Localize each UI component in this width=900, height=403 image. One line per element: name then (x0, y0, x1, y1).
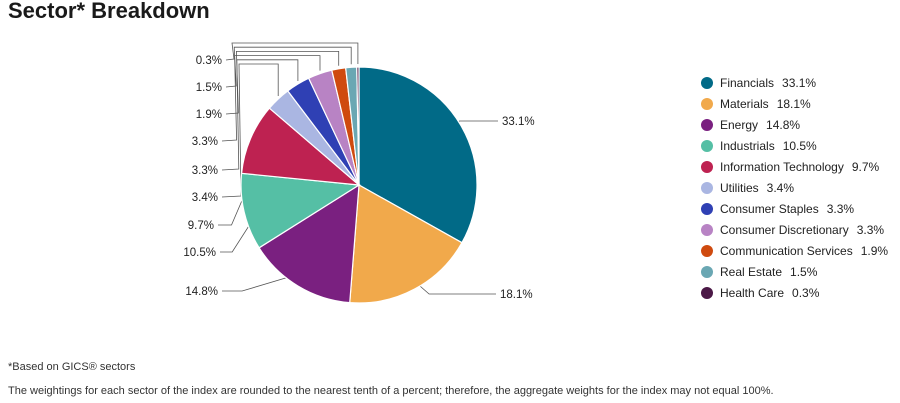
legend-swatch (701, 119, 713, 131)
slice-value-label-information-technology: 9.7% (188, 220, 214, 232)
legend-item-health-care: Health Care 0.3% (701, 286, 820, 300)
legend-swatch (701, 224, 713, 236)
legend-swatch (701, 245, 713, 257)
pie-slice-health-care (356, 66, 360, 186)
pie-slice-industrials (240, 172, 361, 249)
callout-line-utilities (221, 63, 279, 198)
callout-line-health-care (225, 42, 359, 64)
legend-label: Utilities 3.4% (720, 181, 794, 195)
legend-label: Information Technology 9.7% (720, 160, 880, 174)
pie-slice-labels: 33.1% 18.1% 14.8% 10.5% 9.7% 3.4% 3.3% 3.3% 1.9%… (183, 55, 534, 301)
legend-item-materials: Materials 18.1% (701, 97, 811, 111)
legend-item-consumer-discretionary: Consumer Discretionary 3.3% (701, 223, 884, 237)
legend-item-industrials: Industrials 10.5% (701, 139, 817, 153)
legend-swatch (701, 77, 713, 89)
slice-value-label-financials: 33.1% (502, 116, 535, 128)
legend-swatch (701, 266, 713, 278)
slice-value-label-consumer-staples: 3.3% (192, 165, 218, 177)
callout-line-real-estate (225, 46, 352, 88)
legend-item-information-technology: Information Technology 9.7% (701, 160, 880, 174)
slice-value-label-real-estate: 1.5% (196, 82, 222, 94)
slice-value-label-industrials: 10.5% (183, 247, 216, 259)
legend-swatch (701, 161, 713, 173)
slice-value-label-materials: 18.1% (500, 289, 533, 301)
legend-label: Financials 33.1% (720, 76, 816, 90)
legend-item-utilities: Utilities 3.4% (701, 181, 794, 195)
callout-line-energy (222, 271, 307, 292)
slice-value-label-utilities: 3.4% (192, 192, 218, 204)
legend-swatch (701, 287, 713, 299)
pie-slice-energy (258, 183, 360, 304)
legend-label: Communication Services 1.9% (720, 244, 888, 258)
slice-value-label-consumer-discretionary: 3.3% (192, 136, 218, 148)
legend-swatch (701, 203, 713, 215)
legend-item-real-estate: Real Estate 1.5% (701, 265, 818, 279)
callout-lines (218, 42, 498, 295)
legend-label: Materials 18.1% (720, 97, 811, 111)
callout-line-communication-services (225, 51, 340, 115)
slice-value-label-energy: 14.8% (185, 286, 218, 298)
legend-item-financials: Financials 33.1% (701, 76, 816, 90)
legend-label: Energy 14.8% (720, 118, 800, 132)
legend-label: Health Care 0.3% (720, 286, 820, 300)
legend-item-communication-services: Communication Services 1.9% (701, 244, 888, 258)
legend-label: Consumer Discretionary 3.3% (720, 223, 884, 237)
disclaimer: The weightings for each sector of the in… (8, 385, 774, 397)
legend-item-energy: Energy 14.8% (701, 118, 800, 132)
legend-label: Consumer Staples 3.3% (720, 202, 854, 216)
legend-item-consumer-staples: Consumer Staples 3.3% (701, 202, 854, 216)
legend-swatch (701, 182, 713, 194)
page-title: Sector* Breakdown (8, 0, 210, 23)
pie-slice-financials (358, 66, 478, 244)
legend-swatch (701, 140, 713, 152)
chart-legend: Financials 33.1% Materials 18.1% Energy 14.8%… (701, 76, 888, 300)
slice-value-label-communication-services: 1.9% (196, 109, 222, 121)
legend-swatch (701, 98, 713, 110)
pie-slices (240, 66, 478, 304)
legend-label: Industrials 10.5% (720, 139, 817, 153)
pie-slice-materials (349, 184, 463, 304)
legend-label: Real Estate 1.5% (720, 265, 818, 279)
footnote: *Based on GICS® sectors (8, 361, 136, 373)
slice-value-label-health-care: 0.3% (196, 55, 222, 67)
